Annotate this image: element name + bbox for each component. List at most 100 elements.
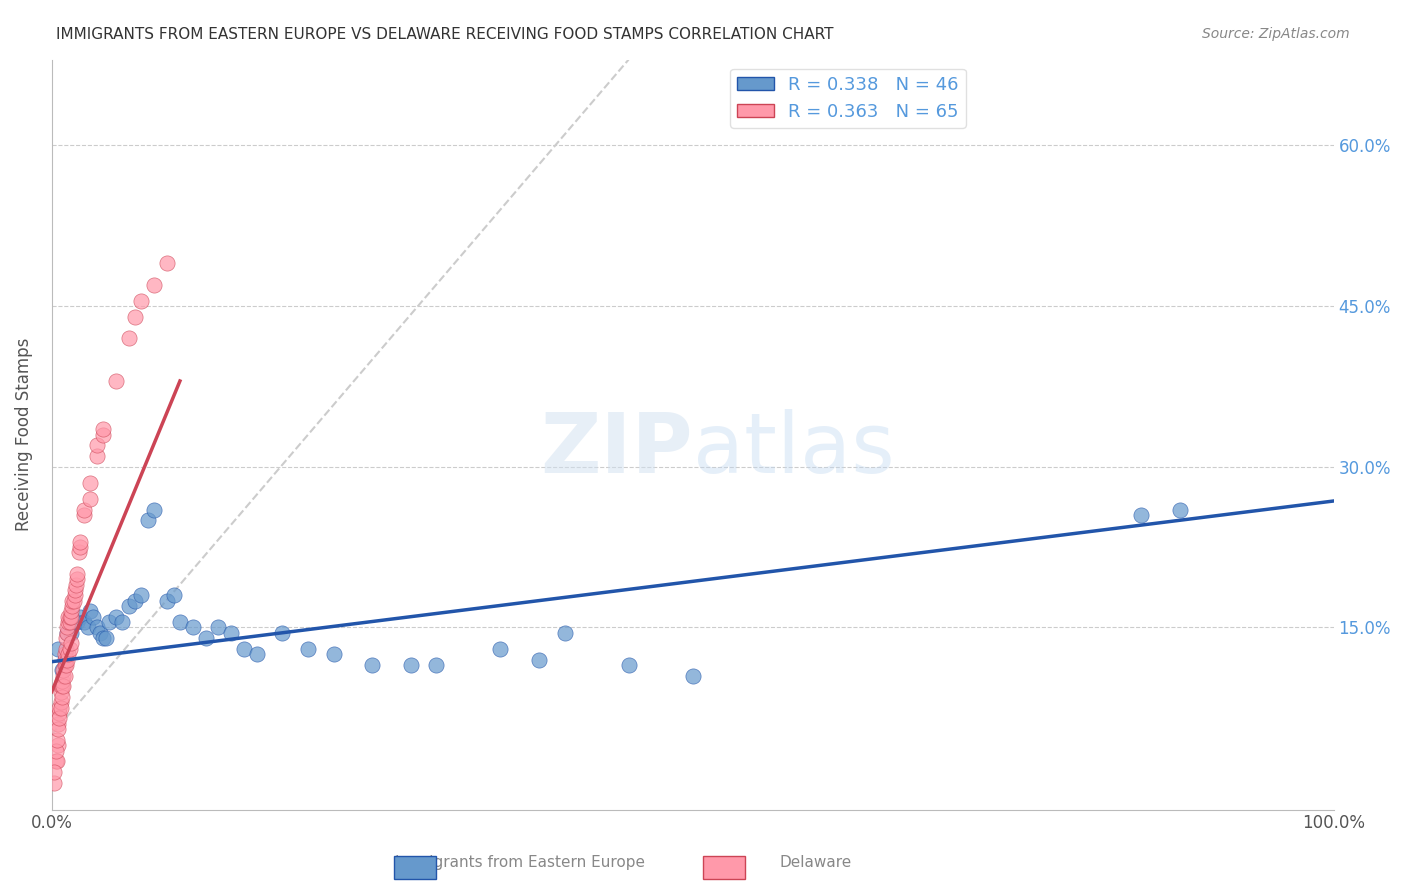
- Point: [56, 625, 79, 640]
- Point: [45, 755, 67, 769]
- Point: [131, 293, 153, 308]
- Point: [48, 706, 70, 720]
- Point: [194, 631, 217, 645]
- Point: [69, 540, 91, 554]
- Point: [553, 625, 575, 640]
- Point: [246, 647, 269, 661]
- Point: [59, 641, 82, 656]
- Point: [143, 502, 166, 516]
- Point: [136, 513, 159, 527]
- Point: [55, 657, 77, 672]
- Text: ZIP: ZIP: [540, 409, 693, 490]
- Point: [1168, 502, 1191, 516]
- Point: [181, 620, 204, 634]
- Point: [124, 310, 146, 324]
- Point: [489, 641, 512, 656]
- Point: [69, 609, 91, 624]
- Point: [233, 641, 256, 656]
- Point: [60, 593, 83, 607]
- Point: [51, 690, 73, 704]
- Point: [51, 663, 73, 677]
- Point: [73, 508, 96, 522]
- Y-axis label: Receiving Food Stamps: Receiving Food Stamps: [15, 338, 32, 532]
- Text: Source: ZipAtlas.com: Source: ZipAtlas.com: [1202, 27, 1350, 41]
- Point: [62, 593, 84, 607]
- Point: [86, 438, 108, 452]
- Point: [1130, 508, 1153, 522]
- Point: [76, 620, 98, 634]
- Text: Immigrants from Eastern Europe: Immigrants from Eastern Europe: [395, 855, 645, 870]
- Point: [55, 631, 77, 645]
- Point: [46, 641, 69, 656]
- Point: [48, 711, 70, 725]
- Point: [66, 566, 89, 581]
- Point: [55, 641, 77, 656]
- Text: IMMIGRANTS FROM EASTERN EUROPE VS DELAWARE RECEIVING FOOD STAMPS CORRELATION CHA: IMMIGRANTS FROM EASTERN EUROPE VS DELAWA…: [56, 27, 834, 42]
- Point: [66, 572, 89, 586]
- Point: [69, 534, 91, 549]
- Point: [156, 256, 179, 270]
- Point: [56, 652, 79, 666]
- Point: [162, 588, 184, 602]
- Point: [59, 636, 82, 650]
- Point: [59, 604, 82, 618]
- Point: [361, 657, 384, 672]
- Point: [73, 615, 96, 629]
- Point: [49, 679, 72, 693]
- Point: [131, 588, 153, 602]
- Point: [53, 652, 76, 666]
- Point: [44, 765, 66, 780]
- Point: [297, 641, 319, 656]
- Point: [156, 593, 179, 607]
- Point: [56, 620, 79, 634]
- Point: [322, 647, 344, 661]
- Point: [207, 620, 229, 634]
- Point: [45, 755, 67, 769]
- Point: [59, 609, 82, 624]
- Point: [59, 609, 82, 624]
- Point: [59, 625, 82, 640]
- Point: [49, 700, 72, 714]
- Point: [48, 700, 70, 714]
- Point: [56, 625, 79, 640]
- Point: [82, 609, 104, 624]
- Text: atlas: atlas: [693, 409, 894, 490]
- Point: [53, 657, 76, 672]
- Point: [104, 374, 127, 388]
- Point: [49, 684, 72, 698]
- Point: [46, 722, 69, 736]
- Point: [73, 502, 96, 516]
- Point: [86, 449, 108, 463]
- Point: [91, 422, 114, 436]
- Point: [399, 657, 422, 672]
- Point: [79, 475, 101, 490]
- Point: [63, 582, 86, 597]
- Point: [118, 331, 141, 345]
- Point: [94, 631, 117, 645]
- Point: [79, 604, 101, 618]
- Point: [51, 679, 73, 693]
- Point: [67, 545, 90, 559]
- Point: [52, 663, 75, 677]
- Point: [63, 588, 86, 602]
- Point: [425, 657, 447, 672]
- Point: [91, 427, 114, 442]
- Point: [617, 657, 640, 672]
- Point: [89, 625, 111, 640]
- Point: [60, 599, 83, 613]
- Point: [219, 625, 242, 640]
- Point: [49, 695, 72, 709]
- Point: [53, 652, 76, 666]
- Point: [53, 668, 76, 682]
- Point: [66, 615, 89, 629]
- Point: [104, 609, 127, 624]
- Point: [124, 593, 146, 607]
- Point: [58, 647, 80, 661]
- Point: [59, 615, 82, 629]
- Point: [45, 732, 67, 747]
- Point: [53, 647, 76, 661]
- Point: [169, 615, 191, 629]
- Point: [143, 277, 166, 292]
- Point: [118, 599, 141, 613]
- Point: [111, 615, 134, 629]
